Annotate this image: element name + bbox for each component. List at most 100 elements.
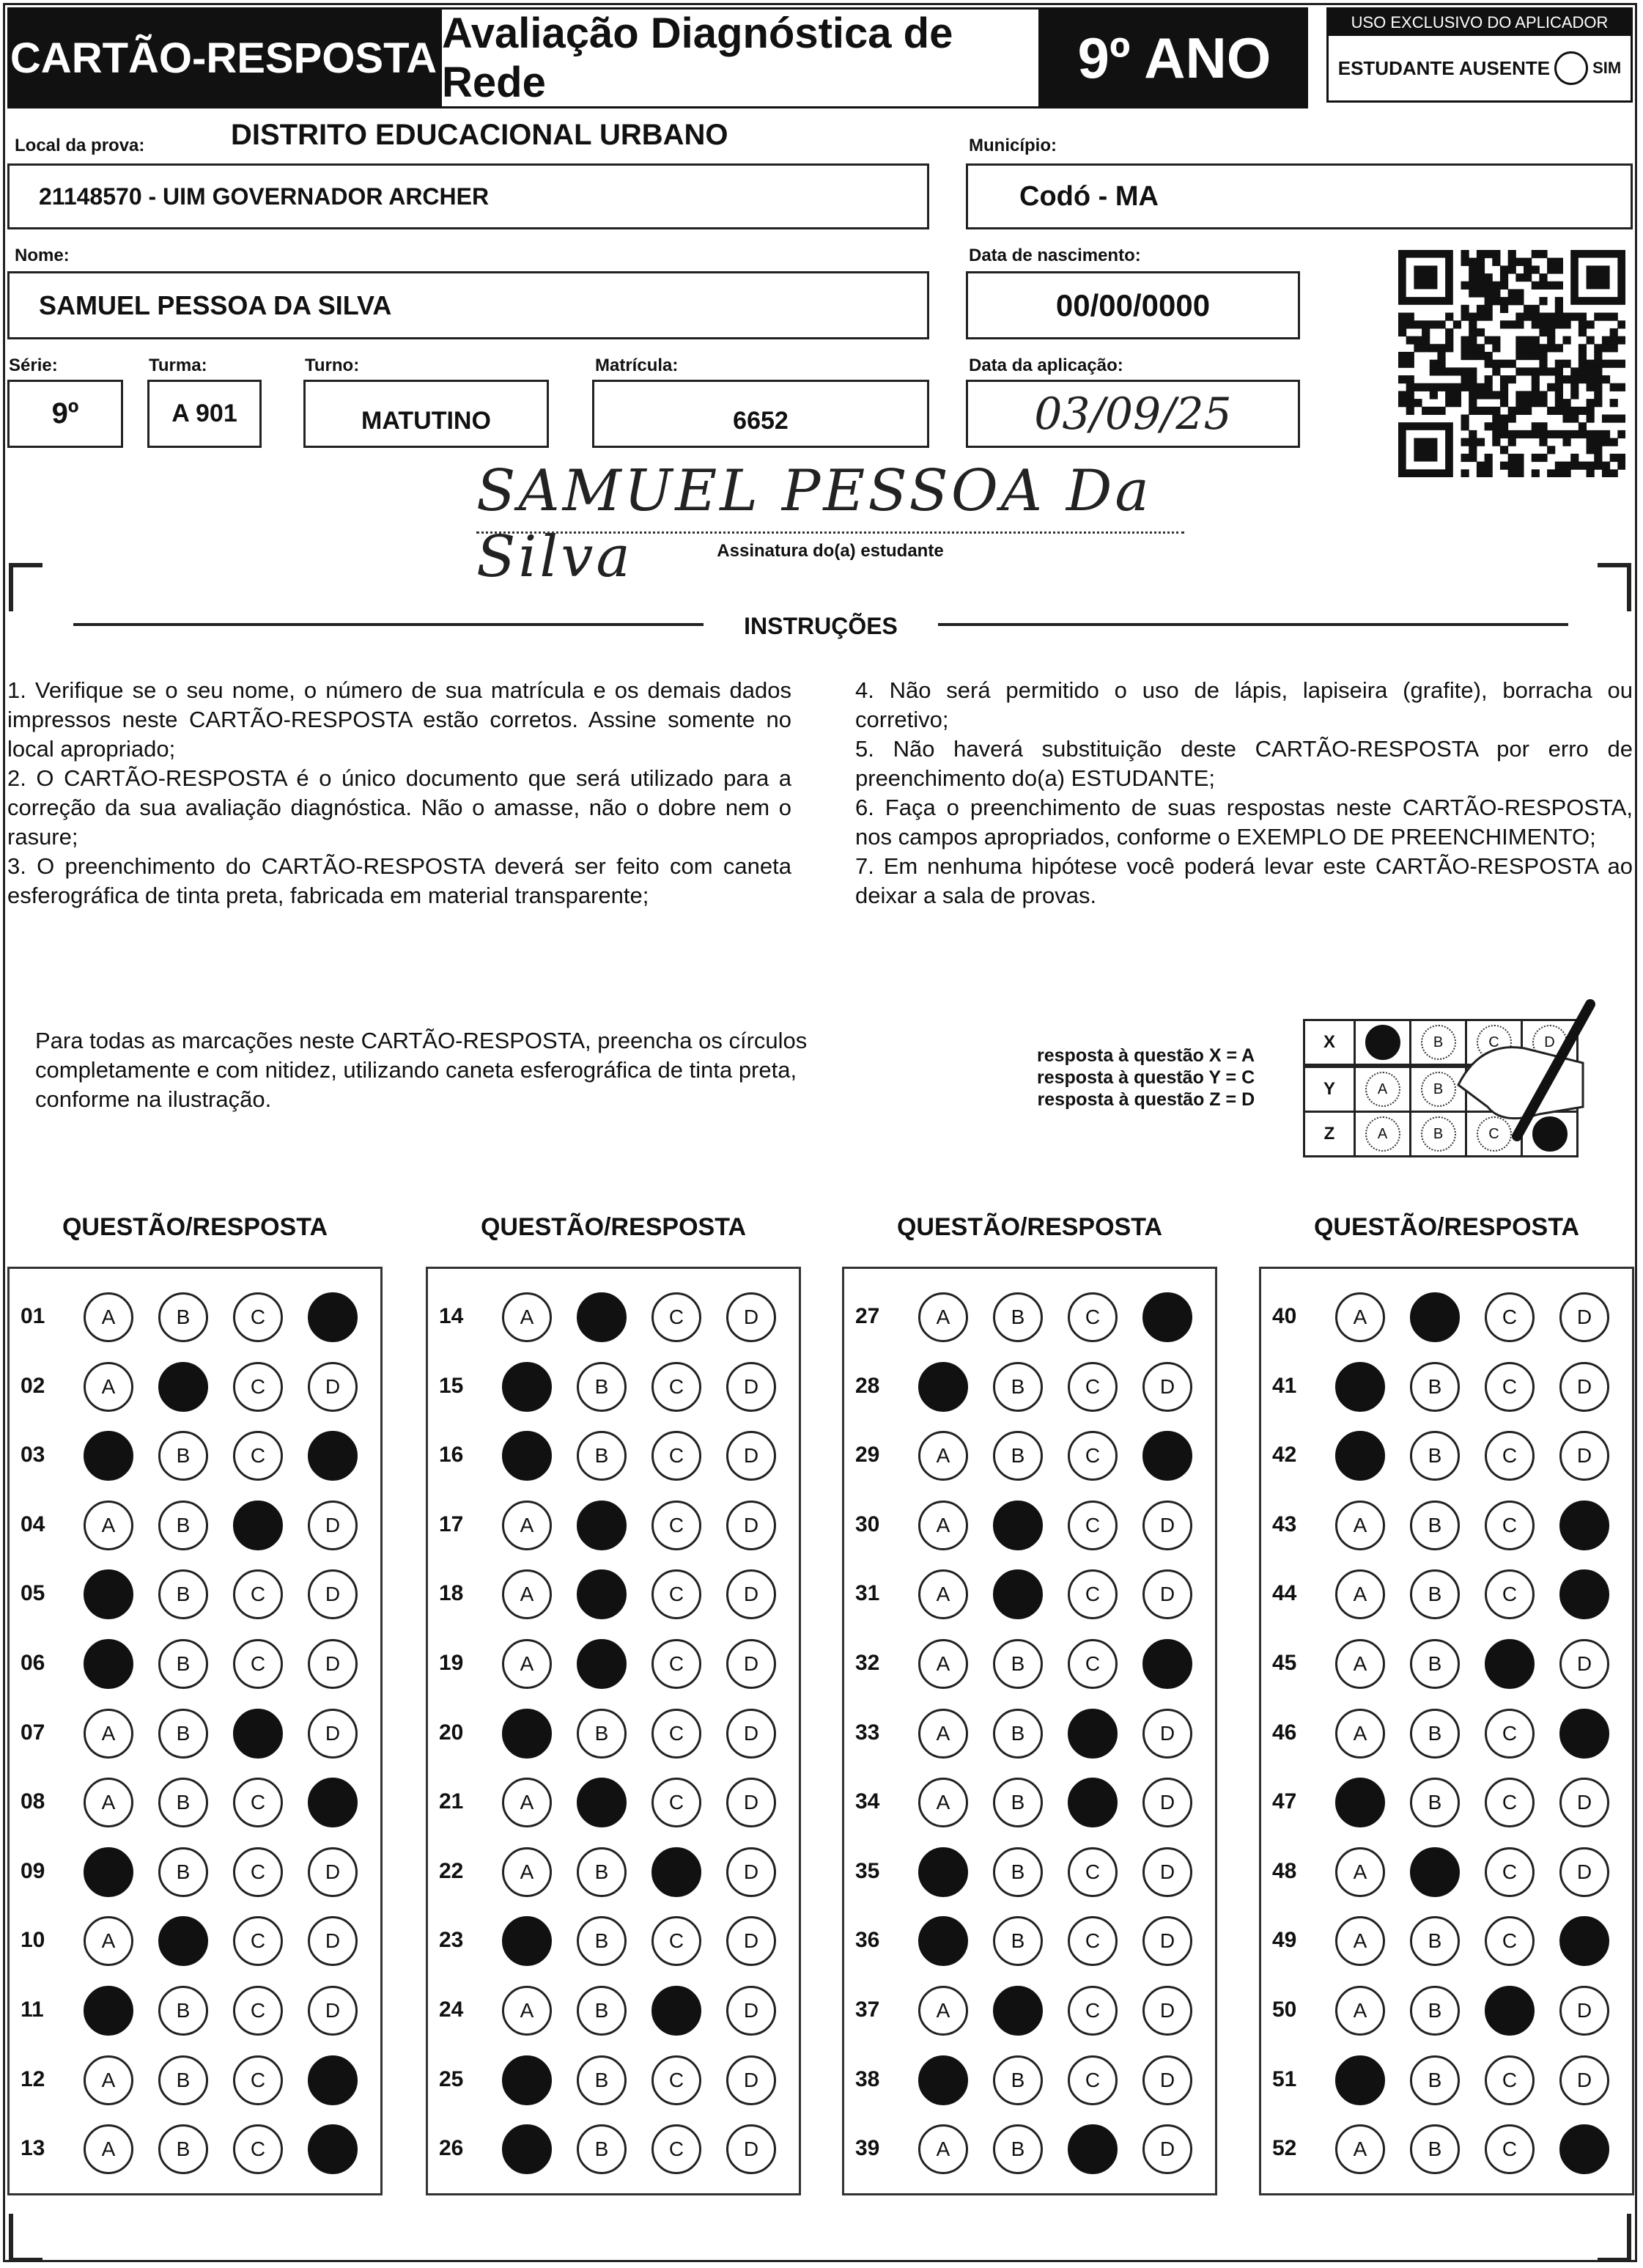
answer-bubble-b[interactable]: B: [577, 1569, 627, 1620]
answer-bubble-b[interactable]: B: [158, 1292, 208, 1342]
answer-bubble-b[interactable]: B: [993, 1500, 1043, 1550]
answer-bubble-a[interactable]: A: [1335, 2055, 1385, 2105]
answer-bubble-c[interactable]: C: [1068, 1500, 1118, 1550]
answer-bubble-a[interactable]: A: [502, 1569, 552, 1620]
answer-bubble-b[interactable]: B: [993, 2055, 1043, 2105]
answer-bubble-c[interactable]: C: [651, 1569, 701, 1620]
answer-bubble-c[interactable]: C: [1068, 2055, 1118, 2105]
answer-bubble-d[interactable]: D: [1559, 1292, 1609, 1342]
answer-bubble-b[interactable]: B: [158, 1500, 208, 1550]
answer-bubble-c[interactable]: C: [651, 1847, 701, 1897]
answer-bubble-b[interactable]: B: [1410, 1916, 1460, 1967]
answer-bubble-c[interactable]: C: [1068, 1292, 1118, 1342]
answer-bubble-d[interactable]: D: [726, 1708, 776, 1759]
answer-bubble-b[interactable]: B: [577, 1639, 627, 1689]
answer-bubble-a[interactable]: A: [1335, 1639, 1385, 1689]
answer-bubble-a[interactable]: A: [84, 1639, 133, 1689]
answer-bubble-a[interactable]: A: [1335, 1431, 1385, 1481]
answer-bubble-d[interactable]: D: [308, 1986, 358, 2036]
answer-bubble-d[interactable]: D: [1559, 1986, 1609, 2036]
answer-bubble-d[interactable]: D: [1142, 1778, 1192, 1828]
answer-bubble-d[interactable]: D: [726, 1569, 776, 1620]
answer-bubble-d[interactable]: D: [308, 2124, 358, 2175]
answer-bubble-d[interactable]: D: [308, 2055, 358, 2105]
answer-bubble-d[interactable]: D: [308, 1431, 358, 1481]
answer-bubble-a[interactable]: A: [84, 1847, 133, 1897]
answer-bubble-a[interactable]: A: [84, 2124, 133, 2175]
answer-bubble-c[interactable]: C: [233, 1431, 283, 1481]
answer-bubble-b[interactable]: B: [1410, 1500, 1460, 1550]
answer-bubble-a[interactable]: A: [84, 1916, 133, 1967]
answer-bubble-d[interactable]: D: [1559, 1500, 1609, 1550]
answer-bubble-b[interactable]: B: [577, 1986, 627, 2036]
answer-bubble-b[interactable]: B: [577, 1847, 627, 1897]
answer-bubble-b[interactable]: B: [993, 1708, 1043, 1759]
answer-bubble-a[interactable]: A: [502, 1500, 552, 1550]
answer-bubble-b[interactable]: B: [158, 1431, 208, 1481]
answer-bubble-a[interactable]: A: [918, 2055, 968, 2105]
answer-bubble-a[interactable]: A: [502, 1986, 552, 2036]
answer-bubble-c[interactable]: C: [651, 1361, 701, 1412]
answer-bubble-d[interactable]: D: [1142, 1569, 1192, 1620]
answer-bubble-c[interactable]: C: [1068, 1569, 1118, 1620]
answer-bubble-d[interactable]: D: [1559, 1778, 1609, 1828]
answer-bubble-b[interactable]: B: [577, 1916, 627, 1967]
answer-bubble-c[interactable]: C: [1068, 1361, 1118, 1412]
answer-bubble-b[interactable]: B: [1410, 1361, 1460, 1412]
answer-bubble-a[interactable]: A: [918, 1639, 968, 1689]
answer-bubble-b[interactable]: B: [993, 1431, 1043, 1481]
answer-bubble-a[interactable]: A: [502, 1778, 552, 1828]
answer-bubble-d[interactable]: D: [726, 1292, 776, 1342]
answer-bubble-a[interactable]: A: [918, 1292, 968, 1342]
answer-bubble-b[interactable]: B: [158, 1847, 208, 1897]
answer-bubble-a[interactable]: A: [918, 1986, 968, 2036]
answer-bubble-b[interactable]: B: [993, 2124, 1043, 2175]
answer-bubble-d[interactable]: D: [1142, 1708, 1192, 1759]
answer-bubble-c[interactable]: C: [1485, 1361, 1535, 1412]
answer-bubble-d[interactable]: D: [1142, 1500, 1192, 1550]
answer-bubble-a[interactable]: A: [1335, 1916, 1385, 1967]
answer-bubble-c[interactable]: C: [651, 1778, 701, 1828]
answer-bubble-a[interactable]: A: [84, 1431, 133, 1481]
answer-bubble-b[interactable]: B: [577, 1500, 627, 1550]
answer-bubble-c[interactable]: C: [1485, 1569, 1535, 1620]
answer-bubble-c[interactable]: C: [1485, 1847, 1535, 1897]
answer-bubble-b[interactable]: B: [158, 1639, 208, 1689]
answer-bubble-d[interactable]: D: [1142, 1292, 1192, 1342]
answer-bubble-d[interactable]: D: [726, 1916, 776, 1967]
answer-bubble-a[interactable]: A: [918, 1708, 968, 1759]
answer-bubble-a[interactable]: A: [502, 2055, 552, 2105]
answer-bubble-b[interactable]: B: [993, 1569, 1043, 1620]
answer-bubble-a[interactable]: A: [1335, 2124, 1385, 2175]
answer-bubble-b[interactable]: B: [993, 1778, 1043, 1828]
answer-bubble-d[interactable]: D: [308, 1847, 358, 1897]
answer-bubble-a[interactable]: A: [1335, 1500, 1385, 1550]
answer-bubble-d[interactable]: D: [1142, 1431, 1192, 1481]
answer-bubble-b[interactable]: B: [993, 1639, 1043, 1689]
answer-bubble-d[interactable]: D: [1142, 1361, 1192, 1412]
answer-bubble-a[interactable]: A: [918, 2124, 968, 2175]
answer-bubble-d[interactable]: D: [1142, 2124, 1192, 2175]
answer-bubble-b[interactable]: B: [1410, 1569, 1460, 1620]
answer-bubble-a[interactable]: A: [84, 1500, 133, 1550]
answer-bubble-d[interactable]: D: [726, 1778, 776, 1828]
answer-bubble-d[interactable]: D: [308, 1361, 358, 1412]
answer-bubble-c[interactable]: C: [233, 2124, 283, 2175]
answer-bubble-b[interactable]: B: [1410, 2055, 1460, 2105]
answer-bubble-c[interactable]: C: [1068, 1708, 1118, 1759]
answer-bubble-b[interactable]: B: [158, 2124, 208, 2175]
answer-bubble-d[interactable]: D: [1142, 1639, 1192, 1689]
answer-bubble-d[interactable]: D: [308, 1639, 358, 1689]
answer-bubble-d[interactable]: D: [308, 1708, 358, 1759]
answer-bubble-c[interactable]: C: [1485, 1292, 1535, 1342]
answer-bubble-c[interactable]: C: [233, 1986, 283, 2036]
answer-bubble-b[interactable]: B: [1410, 1708, 1460, 1759]
answer-bubble-d[interactable]: D: [308, 1778, 358, 1828]
answer-bubble-d[interactable]: D: [1559, 1639, 1609, 1689]
answer-bubble-a[interactable]: A: [1335, 1569, 1385, 1620]
answer-bubble-a[interactable]: A: [84, 1708, 133, 1759]
answer-bubble-c[interactable]: C: [233, 1778, 283, 1828]
answer-bubble-c[interactable]: C: [233, 1847, 283, 1897]
answer-bubble-c[interactable]: C: [1485, 1778, 1535, 1828]
answer-bubble-a[interactable]: A: [1335, 1986, 1385, 2036]
